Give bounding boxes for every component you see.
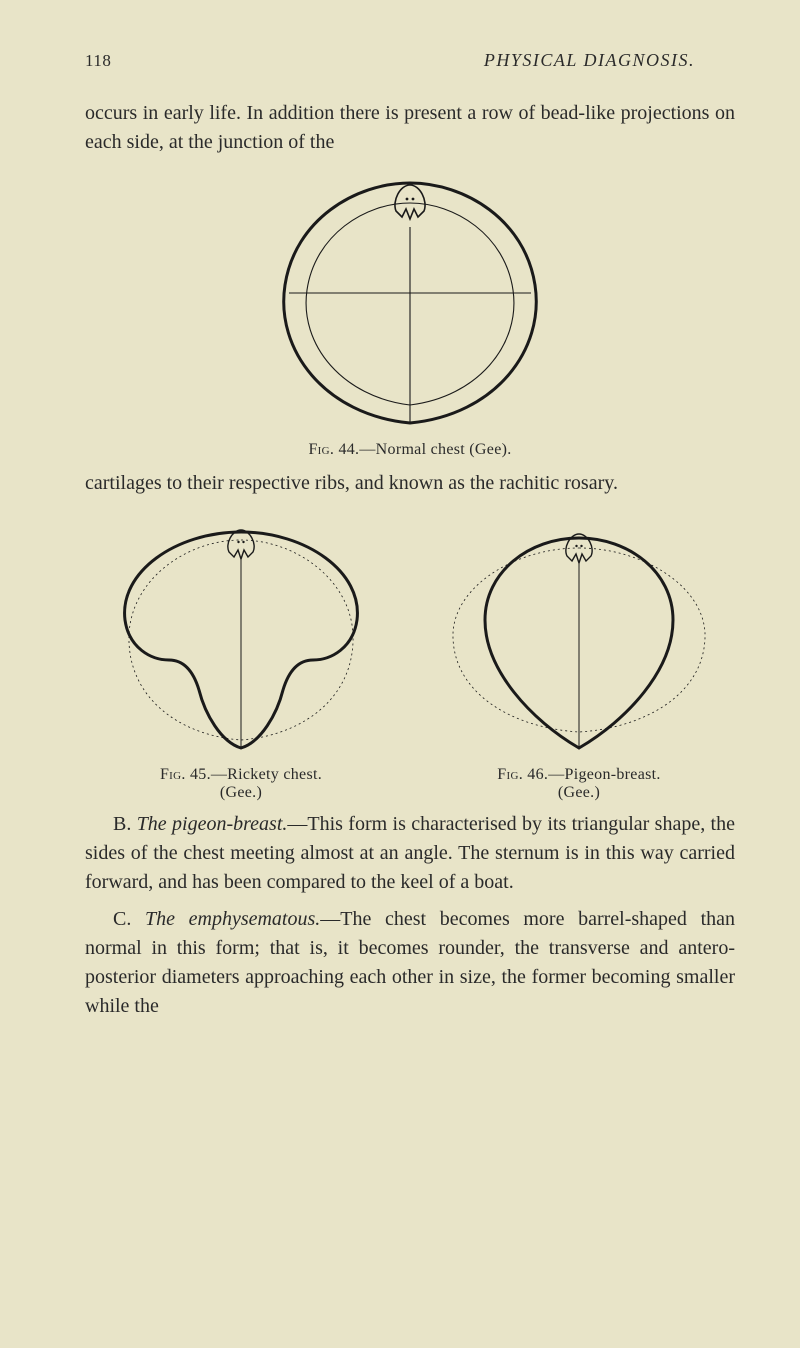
- figure-46: Fig. 46.—Pigeon-breast. (Gee.): [423, 510, 735, 802]
- para3-heading: B.: [113, 813, 137, 835]
- page-number: 118: [85, 51, 111, 71]
- figure-45: Fig. 45.—Rickety chest. (Gee.): [85, 510, 397, 802]
- figure-45-number: Fig. 45.: [160, 766, 211, 783]
- page-header: 118 PHYSICAL DIAGNOSIS.: [85, 50, 735, 71]
- figure-45-caption: Fig. 45.—Rickety chest. (Gee.): [85, 766, 397, 802]
- paragraph-2: cartilages to their respective ribs, and…: [85, 469, 735, 498]
- figure-44-number: Fig. 44.: [308, 441, 359, 458]
- rickety-chest-diagram: [101, 510, 381, 760]
- paragraph-3: B. The pigeon-breast.—This form is chara…: [85, 810, 735, 897]
- page: 118 PHYSICAL DIAGNOSIS. occurs in early …: [0, 0, 800, 1069]
- figure-46-number: Fig. 46.: [497, 766, 548, 783]
- figure-45-text: —Rickety chest.: [211, 766, 322, 783]
- figures-45-46-row: Fig. 45.—Rickety chest. (Gee.): [85, 510, 735, 802]
- figure-46-source: (Gee.): [423, 784, 735, 802]
- running-title: PHYSICAL DIAGNOSIS.: [484, 50, 695, 71]
- pigeon-breast-diagram: [429, 510, 729, 760]
- para4-heading: C.: [113, 908, 145, 930]
- para4-term: The emphysematous.: [145, 908, 320, 930]
- para3-term: The pigeon-breast.: [137, 813, 288, 835]
- figure-44: Fig. 44.—Normal chest (Gee).: [85, 165, 735, 459]
- figure-46-caption: Fig. 46.—Pigeon-breast. (Gee.): [423, 766, 735, 802]
- paragraph-4: C. The emphysematous.—The chest becomes …: [85, 905, 735, 1021]
- figure-45-source: (Gee.): [85, 784, 397, 802]
- paragraph-1: occurs in early life. In addition there …: [85, 99, 735, 157]
- normal-chest-diagram: [255, 165, 565, 435]
- figure-44-text: —Normal chest (Gee).: [359, 441, 511, 458]
- figure-46-text: —Pigeon-breast.: [548, 766, 660, 783]
- figure-44-caption: Fig. 44.—Normal chest (Gee).: [85, 441, 735, 459]
